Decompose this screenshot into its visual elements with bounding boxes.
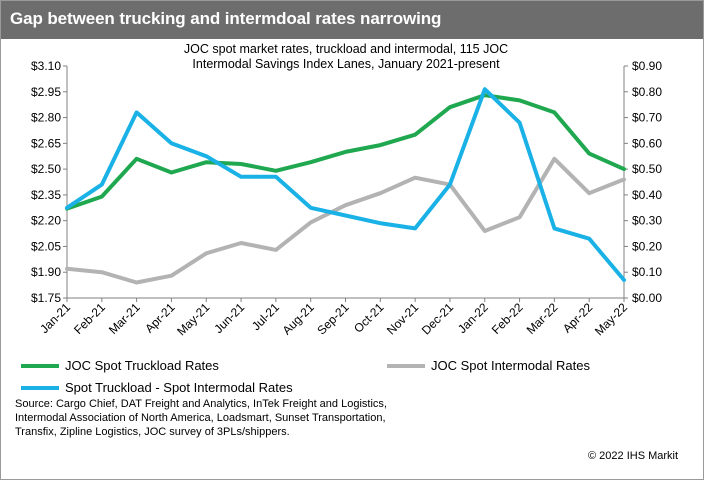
series-line-2 bbox=[65, 156, 626, 285]
x-tick-label: Jan-22 bbox=[455, 300, 491, 336]
right-tick-label: $0.00 bbox=[632, 291, 662, 305]
header-title: Gap between trucking and intermdoal rate… bbox=[10, 9, 442, 28]
x-tick-label: Sep-21 bbox=[314, 300, 351, 337]
left-tick-label: $3.10 bbox=[31, 59, 61, 73]
x-tick-label: Jul-21 bbox=[249, 300, 282, 333]
x-tick-label: Nov-21 bbox=[384, 300, 421, 337]
right-tick-label: $0.80 bbox=[632, 85, 662, 99]
source-line-2: Intermodal Association of North America,… bbox=[15, 412, 386, 424]
left-tick-label: $2.20 bbox=[31, 214, 61, 228]
left-tick-label: $2.05 bbox=[31, 239, 61, 253]
line-chart: JOC spot market rates, truckload and int… bbox=[21, 42, 662, 395]
source-line-3: Transfix, Zipline Logistics, JOC survey … bbox=[15, 426, 290, 438]
series-line-3 bbox=[65, 87, 626, 282]
x-tick-label: Mar-21 bbox=[106, 300, 143, 337]
left-tick-label: $2.95 bbox=[31, 85, 61, 99]
chart-title: JOC spot market rates, truckload and int… bbox=[184, 42, 508, 71]
right-tick-label: $0.10 bbox=[632, 265, 662, 279]
x-tick-label: Jan-21 bbox=[37, 300, 73, 336]
left-tick-label: $1.90 bbox=[31, 265, 61, 279]
right-tick-label: $0.60 bbox=[632, 136, 662, 150]
x-tick-label: Aug-21 bbox=[280, 300, 317, 337]
x-tick-label: May-22 bbox=[592, 300, 630, 338]
left-tick-label: $2.65 bbox=[31, 136, 61, 150]
left-tick-label: $2.50 bbox=[31, 162, 61, 176]
x-tick-label: Mar-22 bbox=[524, 300, 561, 337]
right-tick-label: $0.20 bbox=[632, 239, 662, 253]
source-line-1: Source: Cargo Chief, DAT Freight and Ana… bbox=[15, 398, 387, 410]
legend: JOC Spot Truckload Rates JOC Spot Intermo… bbox=[21, 358, 590, 395]
left-tick-label: $2.35 bbox=[31, 188, 61, 202]
axes: $3.10 $2.95 $2.80 $2.65 $2.50 $2.35 $2.20 $2.05… bbox=[31, 59, 662, 338]
copyright: © 2022 IHS Markit bbox=[588, 450, 679, 462]
right-tick-label: $0.70 bbox=[632, 111, 662, 125]
legend-label-2: JOC Spot Intermodal Rates bbox=[431, 358, 590, 373]
x-tick-label: Apr-21 bbox=[142, 300, 178, 336]
right-tick-label: $0.30 bbox=[632, 214, 662, 228]
chart-title-line-1: JOC spot market rates, truckload and int… bbox=[184, 42, 508, 56]
chart-title-line-2: Intermodal Savings Index Lanes, January … bbox=[192, 57, 500, 71]
x-tick-label: Oct-21 bbox=[351, 300, 387, 336]
right-tick-label: $0.90 bbox=[632, 59, 662, 73]
right-tick-label: $0.40 bbox=[632, 188, 662, 202]
x-tick-label: May-21 bbox=[174, 300, 212, 338]
left-tick-label: $1.75 bbox=[31, 291, 61, 305]
x-tick-label: Dec-21 bbox=[419, 300, 456, 337]
x-tick-label: Feb-22 bbox=[489, 300, 526, 337]
x-tick-label: Jun-21 bbox=[211, 300, 247, 336]
series-lines bbox=[65, 87, 626, 285]
series-line-1 bbox=[65, 93, 626, 211]
legend-label-1: JOC Spot Truckload Rates bbox=[65, 358, 219, 373]
left-tick-label: $2.80 bbox=[31, 111, 61, 125]
x-tick-label: Feb-21 bbox=[71, 300, 108, 337]
header-bar: Gap between trucking and intermdoal rate… bbox=[1, 1, 703, 39]
legend-label-3: Spot Truckload - Spot Intermodal Rates bbox=[65, 380, 293, 395]
x-tick-label: Apr-22 bbox=[560, 300, 596, 336]
right-tick-label: $0.50 bbox=[632, 162, 662, 176]
